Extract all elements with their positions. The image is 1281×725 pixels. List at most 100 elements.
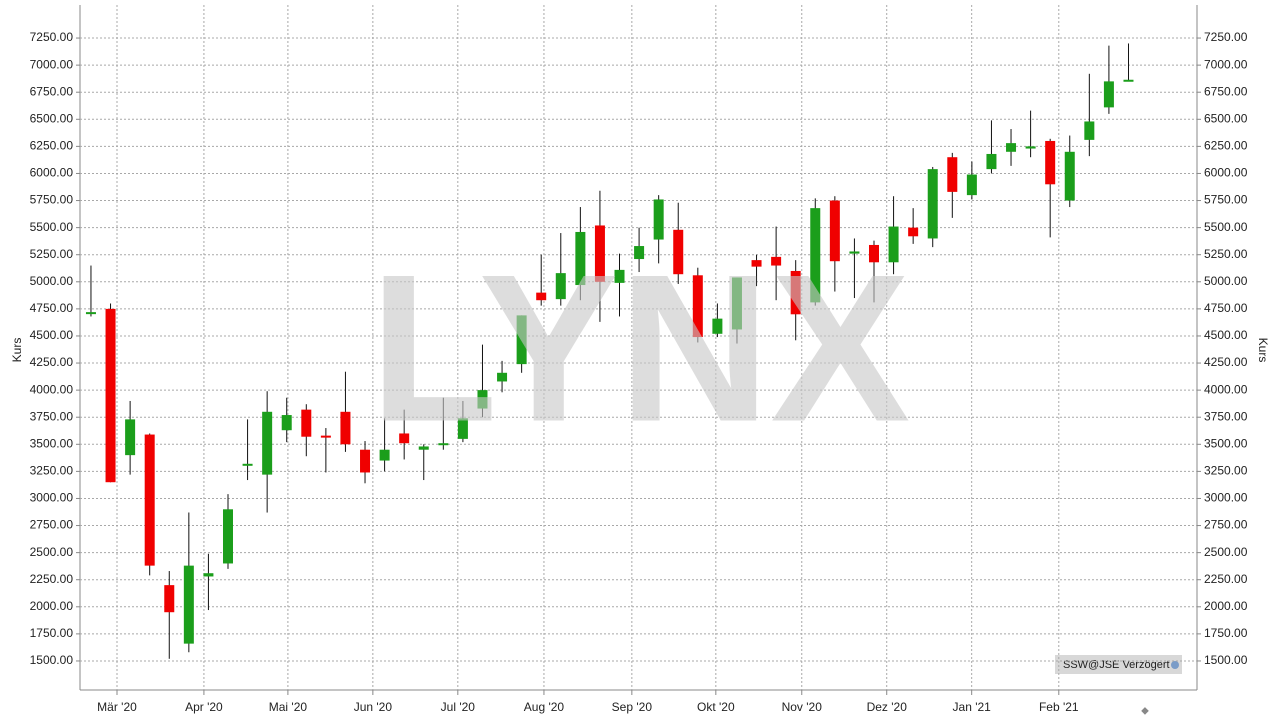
- y-tick-label: 3250.00: [30, 464, 74, 478]
- candle-body: [85, 312, 96, 315]
- candle-body: [105, 308, 116, 483]
- candle-body: [242, 463, 253, 466]
- x-tick-label: Okt '20: [697, 700, 735, 714]
- candle-body: [771, 256, 782, 266]
- y-tick-label: 3000.00: [30, 491, 74, 505]
- candle-body: [144, 434, 155, 566]
- candle-body: [927, 169, 938, 239]
- y2-tick-label: 5000.00: [1204, 274, 1248, 288]
- candle-body: [888, 226, 899, 263]
- source-badge: [1055, 655, 1182, 674]
- y-tick-label: 4500.00: [30, 328, 74, 342]
- candle-body: [908, 227, 919, 237]
- y-tick-label: 6250.00: [30, 139, 74, 153]
- candle-body: [653, 199, 664, 240]
- y-tick-label: 2250.00: [30, 572, 74, 586]
- y-tick-label: 7000.00: [30, 57, 74, 71]
- candle-body: [614, 269, 625, 283]
- y-tick-label: 6000.00: [30, 166, 74, 180]
- y2-tick-label: 3750.00: [1204, 409, 1248, 423]
- x-tick-label: Feb '21: [1039, 700, 1079, 714]
- x-tick-label: Nov '20: [782, 700, 823, 714]
- candle-body: [125, 419, 136, 456]
- y-tick-label: 5500.00: [30, 220, 74, 234]
- candle-body: [868, 244, 879, 263]
- candle-body: [438, 443, 449, 446]
- y2-tick-label: 4750.00: [1204, 301, 1248, 315]
- y-tick-label: 6750.00: [30, 84, 74, 98]
- candle-body: [340, 411, 351, 445]
- candle-body: [692, 275, 703, 338]
- candle-body: [1006, 143, 1017, 152]
- candle-body: [1084, 121, 1095, 140]
- y-tick-label: 5750.00: [30, 193, 74, 207]
- candle-body: [966, 174, 977, 196]
- x-tick-label: Mai '20: [269, 700, 308, 714]
- candle-body: [849, 251, 860, 254]
- x-tick-label: Apr '20: [185, 700, 223, 714]
- candle-body: [477, 390, 488, 409]
- candle-body: [712, 318, 723, 334]
- candle-body: [829, 200, 840, 262]
- candle-body: [1123, 79, 1134, 82]
- y2-tick-label: 1500.00: [1204, 653, 1248, 667]
- candle-body: [379, 449, 390, 461]
- candle-body: [751, 260, 762, 267]
- y-axis-label: Kurs: [10, 338, 24, 363]
- y2-tick-label: 2750.00: [1204, 518, 1248, 532]
- x-tick-label: Aug '20: [524, 700, 565, 714]
- y2-tick-label: 6000.00: [1204, 166, 1248, 180]
- y2-tick-label: 2500.00: [1204, 545, 1248, 559]
- y-tick-label: 4000.00: [30, 382, 74, 396]
- y2-tick-label: 5750.00: [1204, 193, 1248, 207]
- candle-body: [1103, 81, 1114, 108]
- y2-tick-label: 6250.00: [1204, 139, 1248, 153]
- y-tick-label: 3500.00: [30, 436, 74, 450]
- candle-body: [203, 573, 214, 577]
- x-tick-label: Dez '20: [867, 700, 908, 714]
- source-label: SSW@JSE Verzögert: [1063, 659, 1170, 671]
- y2-tick-label: 3500.00: [1204, 436, 1248, 450]
- x-tick-label: Jul '20: [441, 700, 476, 714]
- candle-body: [399, 433, 410, 444]
- candle-body: [634, 246, 645, 260]
- y-tick-label: 2750.00: [30, 518, 74, 532]
- y2-axis-label: Kurs: [1256, 338, 1270, 363]
- candle-body: [1045, 140, 1056, 185]
- candle-body: [594, 225, 605, 282]
- y-tick-label: 5250.00: [30, 247, 74, 261]
- y2-tick-label: 4500.00: [1204, 328, 1248, 342]
- y2-tick-label: 6750.00: [1204, 84, 1248, 98]
- y2-tick-label: 2000.00: [1204, 599, 1248, 613]
- y-tick-label: 1500.00: [30, 653, 74, 667]
- candle-body: [320, 435, 331, 438]
- candle-body: [516, 315, 527, 365]
- candle-body: [673, 229, 684, 275]
- x-tick-label: Jun '20: [354, 700, 393, 714]
- y-tick-label: 5000.00: [30, 274, 74, 288]
- candle-body: [986, 153, 997, 170]
- y2-tick-label: 4000.00: [1204, 382, 1248, 396]
- candle-body: [1064, 151, 1075, 201]
- candle-body: [947, 157, 958, 192]
- y2-tick-label: 4250.00: [1204, 355, 1248, 369]
- y2-tick-label: 5500.00: [1204, 220, 1248, 234]
- x-tick-label: Mär '20: [97, 700, 137, 714]
- y2-tick-label: 5250.00: [1204, 247, 1248, 261]
- candle-body: [164, 585, 175, 613]
- candle-body: [360, 449, 371, 473]
- y-tick-label: 2500.00: [30, 545, 74, 559]
- y2-tick-label: 6500.00: [1204, 111, 1248, 125]
- y-tick-label: 3750.00: [30, 409, 74, 423]
- y-tick-label: 6500.00: [30, 111, 74, 125]
- candle-body: [1025, 146, 1036, 149]
- scroll-marker: ◆: [1141, 706, 1149, 717]
- candle-body: [183, 565, 194, 644]
- candle-body: [262, 411, 273, 475]
- y-tick-label: 7250.00: [30, 30, 74, 44]
- candle-body: [810, 208, 821, 303]
- y2-tick-label: 3250.00: [1204, 464, 1248, 478]
- y-tick-label: 4750.00: [30, 301, 74, 315]
